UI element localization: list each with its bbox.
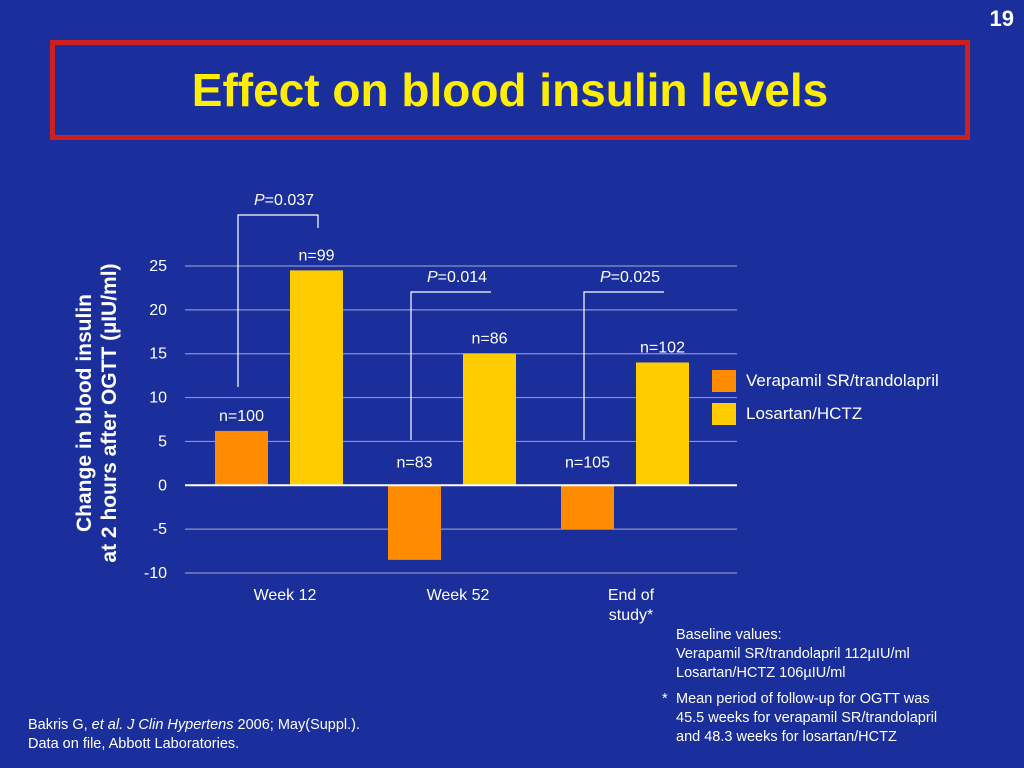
y-tick-label: -10 [144, 565, 167, 582]
baseline-line-2: Losartan/HCTZ 106µIU/ml [676, 665, 846, 681]
legend: Verapamil SR/trandolapril Losartan/HCTZ [712, 370, 939, 436]
y-tick-label: 15 [149, 346, 167, 363]
bar [636, 362, 689, 486]
significance-bracket [237, 214, 319, 387]
reference-line-1: Bakris G, et al. J Clin Hypertens 2006; … [28, 716, 360, 735]
baseline-heading: Baseline values: [676, 627, 782, 643]
x-category-label: Week 52 [427, 587, 490, 604]
p-value-label: P=0.037 [254, 192, 314, 209]
reference-year: 2006; May(Suppl.). [233, 717, 361, 733]
bar [215, 430, 268, 486]
p-value-label: P=0.025 [600, 269, 660, 286]
x-category-label: Week 12 [254, 587, 317, 604]
y-tick-label: 5 [158, 433, 167, 450]
footnote-line-1: Mean period of follow-up for OGTT was [676, 691, 930, 707]
legend-label-losartan: Losartan/HCTZ [746, 404, 863, 423]
slide-number: 19 [989, 6, 1014, 31]
p-value-label: P=0.014 [427, 269, 487, 286]
y-tick-label: 0 [158, 477, 167, 494]
bar [561, 485, 614, 530]
significance-bracket [583, 291, 664, 440]
y-tick-label: 20 [149, 302, 167, 319]
legend-item-losartan: Losartan/HCTZ [712, 403, 939, 425]
slide-title: Effect on blood insulin levels [191, 64, 829, 116]
x-category-label: study* [609, 607, 653, 624]
bar-n-label: n=105 [565, 454, 610, 471]
bar-n-label: n=86 [471, 331, 507, 348]
bar [388, 485, 441, 560]
bar-n-label: n=99 [298, 247, 334, 264]
legend-item-verapamil: Verapamil SR/trandolapril [712, 370, 939, 392]
footnote: * Mean period of follow-up for OGTT was … [662, 690, 937, 747]
reference-author: Bakris G, [28, 717, 92, 733]
title-box: Effect on blood insulin levels [50, 40, 970, 140]
footnote-line-2: 45.5 weeks for verapamil SR/trandolapril [676, 710, 938, 726]
bar-n-label: n=83 [396, 454, 432, 471]
y-tick-label: 25 [149, 258, 167, 275]
reference: Bakris G, et al. J Clin Hypertens 2006; … [28, 716, 360, 754]
baseline-line-1: Verapamil SR/trandolapril 112µIU/ml [676, 646, 910, 662]
legend-swatch-verapamil [712, 370, 736, 392]
reference-line-2: Data on file, Abbott Laboratories. [28, 736, 240, 752]
x-category-label: End of [608, 587, 655, 604]
baseline-values: Baseline values: Verapamil SR/trandolapr… [676, 626, 910, 683]
y-tick-label: -5 [153, 521, 167, 538]
bar-n-label: n=102 [640, 339, 685, 356]
footnote-marker: * [662, 691, 668, 707]
significance-bracket [410, 291, 491, 440]
bar-n-label: n=100 [219, 408, 264, 425]
legend-swatch-losartan [712, 403, 736, 425]
footnote-line-3: and 48.3 weeks for losartan/HCTZ [676, 729, 897, 745]
bar [463, 353, 516, 486]
y-tick-label: 10 [149, 390, 167, 407]
legend-label-verapamil: Verapamil SR/trandolapril [746, 371, 939, 390]
bar [290, 270, 343, 486]
reference-journal: et al. J Clin Hypertens [91, 717, 234, 733]
